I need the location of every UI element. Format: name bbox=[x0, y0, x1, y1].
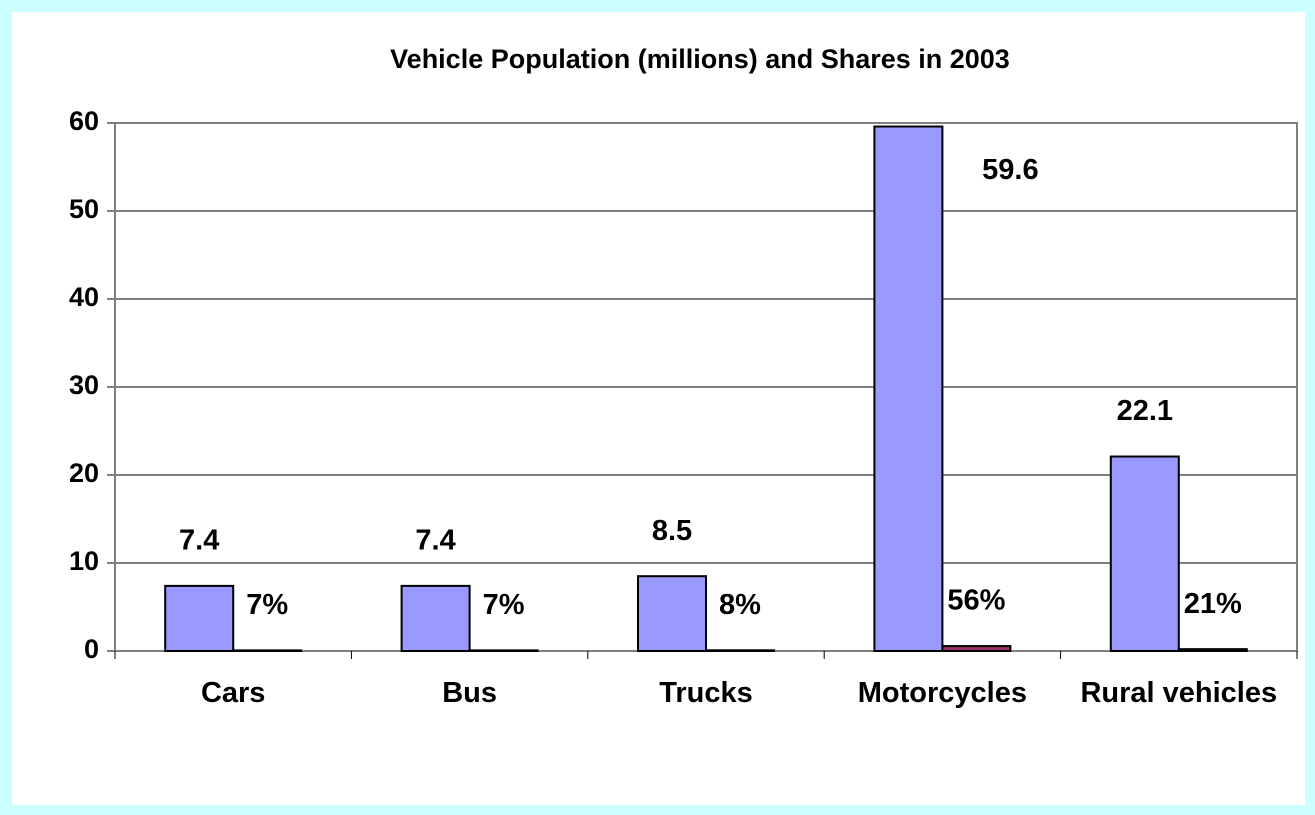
data-label: 8% bbox=[719, 589, 761, 621]
bar bbox=[468, 649, 539, 652]
x-tick-label: Rural vehicles bbox=[1080, 677, 1278, 709]
y-tick-label: 20 bbox=[69, 458, 99, 488]
y-tick-label: 30 bbox=[69, 370, 99, 400]
bar bbox=[400, 584, 471, 653]
chart: Vehicle Population (millions) and Shares… bbox=[69, 44, 1298, 664]
data-label: 7.4 bbox=[179, 525, 219, 557]
x-tick-label: Bus bbox=[442, 677, 497, 709]
bar bbox=[705, 649, 775, 653]
data-label: 21% bbox=[1184, 588, 1242, 620]
data-label: 22.1 bbox=[1117, 395, 1173, 427]
data-label: 7.4 bbox=[415, 525, 455, 557]
data-label: 7% bbox=[246, 589, 288, 621]
bar bbox=[1177, 648, 1248, 652]
bar bbox=[637, 575, 707, 653]
chart-panel: Vehicle Population (millions) and Shares… bbox=[12, 12, 1305, 805]
data-label: 7% bbox=[483, 589, 525, 621]
y-tick-label: 10 bbox=[69, 546, 99, 576]
y-tick-label: 0 bbox=[84, 634, 99, 664]
y-tick-label: 40 bbox=[69, 282, 99, 312]
x-tick-label: Motorcycles bbox=[857, 677, 1027, 709]
bar bbox=[232, 649, 303, 652]
y-tick-label: 60 bbox=[69, 106, 99, 136]
x-tick-label: Trucks bbox=[659, 677, 753, 709]
bar bbox=[1109, 455, 1180, 652]
y-tick-label: 50 bbox=[69, 194, 99, 224]
data-label: 59.6 bbox=[982, 154, 1038, 186]
data-label: 8.5 bbox=[652, 515, 692, 547]
bar bbox=[164, 584, 235, 653]
bar bbox=[873, 125, 944, 652]
x-tick-label: Cars bbox=[200, 677, 266, 709]
chart-title: Vehicle Population (millions) and Shares… bbox=[390, 44, 1010, 74]
data-label: 56% bbox=[947, 585, 1005, 617]
bar bbox=[941, 645, 1012, 653]
